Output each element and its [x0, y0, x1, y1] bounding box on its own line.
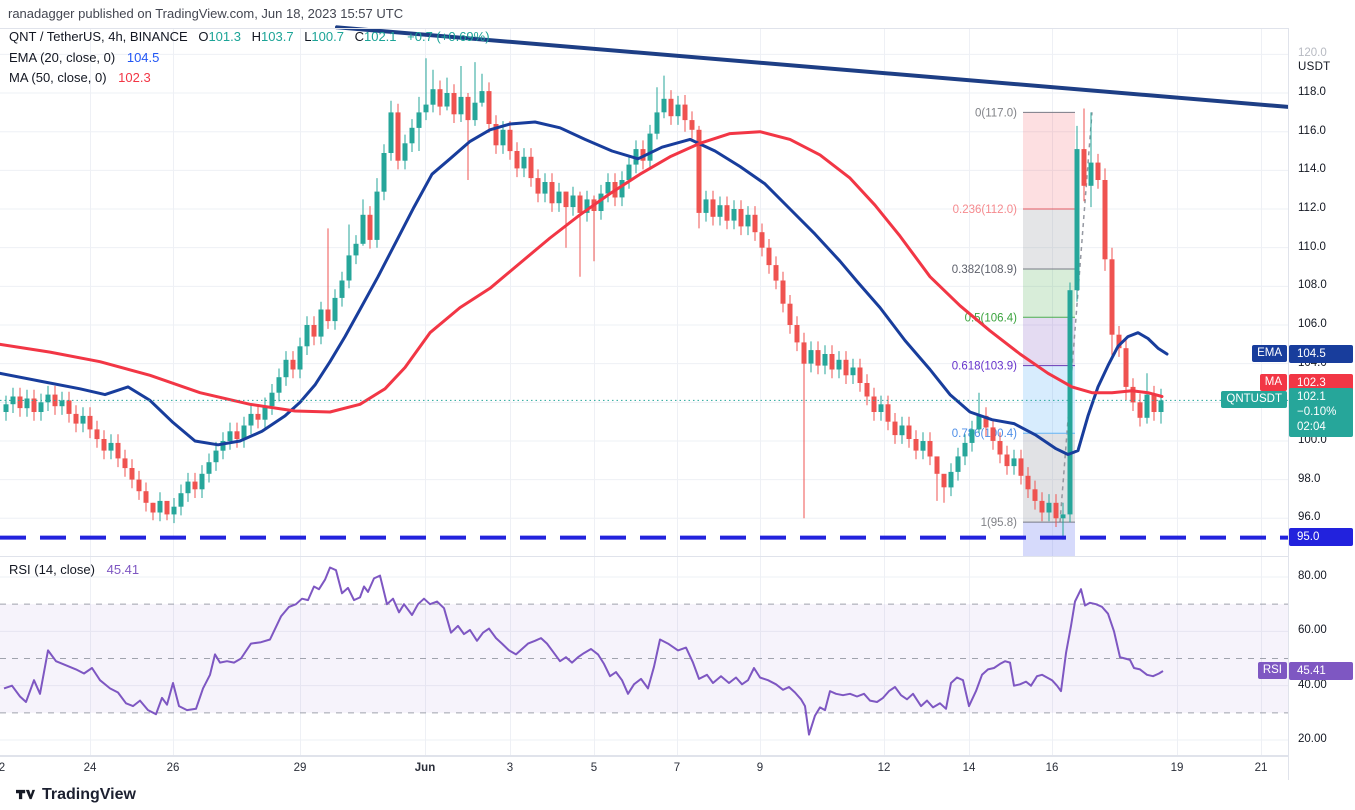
axis-tick-label: 98.0 [1298, 472, 1321, 485]
time-tick-label: 5 [590, 762, 598, 774]
fib-band [1023, 209, 1075, 269]
last-price: 102.1 [1297, 391, 1326, 403]
fib-band [1023, 268, 1075, 318]
candlestick-series [3, 58, 1164, 540]
time-tick-label: 21 [1254, 762, 1268, 774]
tradingview-logo-icon [16, 789, 35, 799]
fib-band [1023, 112, 1075, 210]
chart-canvas[interactable]: 0(117.0) 0.236(112.0) 0.382(108.9) 0.5(106.… [0, 0, 1288, 780]
bar-countdown: 02:04 [1297, 421, 1326, 433]
fib-level-label: 0(117.0) [975, 107, 1017, 119]
ma-line [0, 130, 1164, 414]
ema-chip: EMA [1252, 345, 1287, 362]
fib-band [1023, 317, 1075, 366]
ma-legend-value: 102.3 [118, 70, 151, 85]
ma-chip: MA [1259, 374, 1287, 391]
ohlc-close: C102.1 [354, 29, 397, 44]
fib-level-label: 0.618(103.9) [952, 361, 1017, 373]
symbol-chip: QNTUSDT [1221, 391, 1287, 408]
rsi-legend-value: 45.41 [106, 562, 140, 577]
ohlc-high: H103.7 [251, 29, 294, 44]
time-tick-label: Jun [414, 762, 436, 774]
last-price-badge: 102.1 −0.10% 02:04 [1289, 388, 1353, 437]
time-tick-label: 19 [1170, 762, 1184, 774]
fib-level-label: 0.236(112.0) [953, 204, 1018, 216]
ema-legend-value: 104.5 [126, 50, 160, 65]
axis-tick-label: 120.0 [1298, 47, 1327, 60]
axis-tick-label: 118.0 [1298, 86, 1326, 99]
time-tick-label: 9 [756, 762, 764, 774]
axis-tick-label: 114.0 [1298, 163, 1326, 176]
time-tick-label: 14 [962, 762, 976, 774]
axis-tick-label: 40.00 [1298, 678, 1327, 691]
publish-attribution: ranadagger published on TradingView.com,… [8, 6, 404, 21]
ema-price-badge: 104.5 [1289, 345, 1353, 363]
ohlc-open: O101.3 [198, 29, 241, 44]
fib-level-label: 0.786(100.4) [952, 428, 1017, 440]
ma-legend-label: MA (50, close, 0) [9, 70, 107, 85]
time-tick-label: 29 [293, 762, 307, 774]
axis-tick-label: 80.00 [1298, 570, 1327, 582]
time-tick-label: 24 [83, 762, 97, 774]
footer: TradingView [0, 780, 1355, 810]
axis-tick-label: 96.0 [1298, 511, 1321, 524]
time-tick-label: 3 [506, 762, 514, 774]
fib-level-label: 0.5(106.4) [965, 312, 1018, 324]
symbol-title: QNT / TetherUS, 4h, BINANCE [9, 29, 188, 44]
tradingview-logo[interactable]: TradingView [16, 786, 136, 804]
time-tick-label: 16 [1045, 762, 1059, 774]
ema-legend-label: EMA (20, close, 0) [9, 50, 116, 65]
rsi-value-badge: 45.41 [1289, 662, 1353, 680]
rsi-line [3, 566, 1164, 736]
axis-tick-label: 110.0 [1298, 240, 1326, 253]
ema-line [0, 120, 1169, 456]
axis-tick-label: 20.00 [1298, 733, 1327, 746]
ma-price-badge: 102.3 [1289, 374, 1353, 392]
fib-level-label: 1(95.8) [981, 517, 1018, 529]
ma-legend-row[interactable]: MA (50, close, 0) 102.3 [9, 70, 151, 85]
rsi-legend-row[interactable]: RSI (14, close) 45.41 [9, 562, 139, 577]
last-change: −0.10% [1297, 406, 1337, 418]
time-tick-label: 26 [166, 762, 180, 774]
ohlc-low: L100.7 [304, 29, 344, 44]
time-tick-label: 7 [673, 762, 681, 774]
rsi-chip: RSI [1257, 662, 1287, 679]
axis-tick-label: 108.0 [1298, 279, 1327, 292]
axis-tick-label: 116.0 [1298, 124, 1326, 137]
fib-level-label: 0.382(108.9) [952, 264, 1017, 276]
resistance-trendline [335, 25, 1288, 109]
fib-band [1023, 365, 1075, 434]
axis-tick-label: 106.0 [1298, 318, 1327, 330]
time-axis[interactable]: 2 24 26 29 Jun 3 5 7 9 12 14 16 19 21 [0, 756, 1288, 781]
time-tick-label: 12 [877, 762, 891, 774]
horizontal-line-badge: 95.0 [1289, 528, 1353, 546]
ema-legend-row[interactable]: EMA (20, close, 0) 104.5 [9, 50, 159, 65]
axis-tick-label: 112.0 [1298, 202, 1326, 215]
axis-tick-label: 60.00 [1298, 624, 1327, 637]
symbol-legend-row[interactable]: QNT / TetherUS, 4h, BINANCE O101.3 H103.… [9, 29, 490, 44]
tradingview-logo-text: TradingView [42, 786, 136, 803]
time-tick-label: 2 [0, 762, 6, 774]
change-value: +0.7 (+0.69%) [407, 29, 490, 44]
rsi-legend-label: RSI (14, close) [9, 562, 95, 577]
price-axis-unit: USDT [1298, 61, 1331, 73]
